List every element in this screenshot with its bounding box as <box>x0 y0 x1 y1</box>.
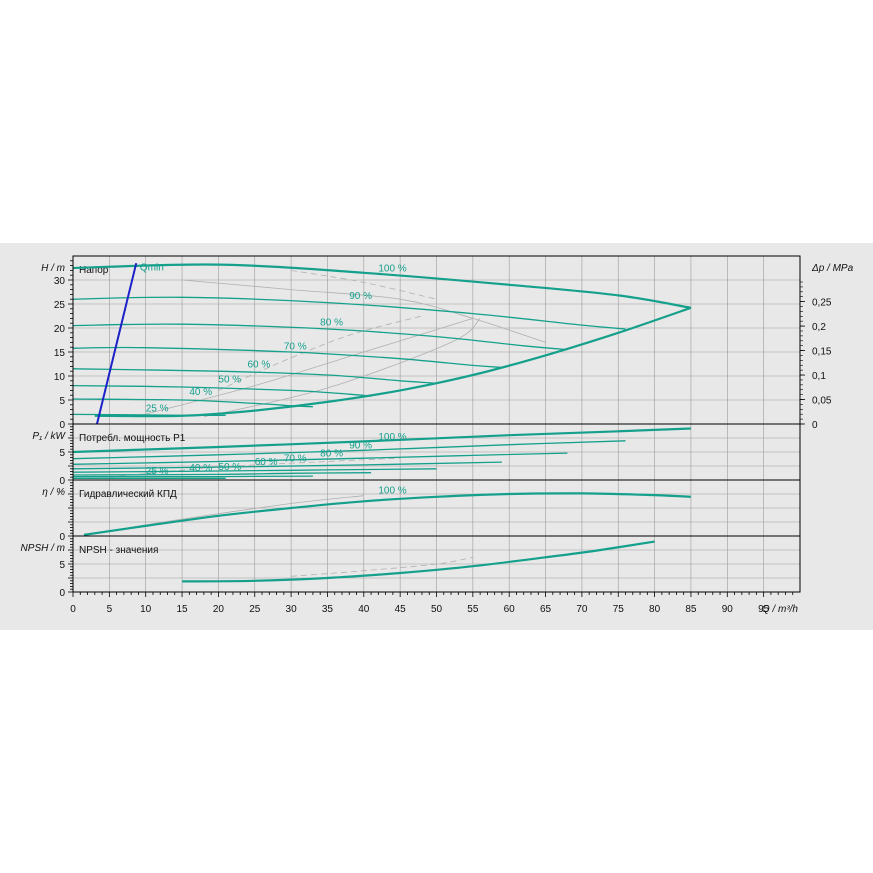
series-line <box>72 427 691 454</box>
x-tick-label: 85 <box>685 604 697 615</box>
y2-tick-label: 0 <box>812 420 818 431</box>
aux-line <box>203 318 481 418</box>
y-tick-label: 15 <box>54 348 66 359</box>
series-label: 40 % <box>189 463 212 474</box>
series-label: 80 % <box>320 318 343 329</box>
y-tick-label: 10 <box>54 372 66 383</box>
y-tick-label: 0 <box>59 532 65 543</box>
series-line <box>72 346 502 369</box>
series-label: 70 % <box>284 454 307 465</box>
series-line <box>72 296 626 330</box>
panel-title: NPSH - значения <box>79 545 158 556</box>
y-tick-label: 5 <box>59 448 65 459</box>
aux-line <box>134 318 474 418</box>
x-tick-label: 15 <box>176 604 188 615</box>
x-tick-label: 90 <box>722 604 734 615</box>
y-axis-label: η / % <box>42 487 65 498</box>
qmin-line <box>96 262 138 425</box>
y-axis-label: NPSH / m <box>21 543 65 554</box>
panel-title: Потребл. мощность P1 <box>79 432 186 444</box>
series-line <box>72 263 692 309</box>
y-tick-label: 0 <box>59 588 65 599</box>
series-label: 80 % <box>320 448 343 459</box>
y2-tick-label: 0,15 <box>812 347 832 358</box>
series-line <box>72 368 437 384</box>
series-line <box>72 461 502 470</box>
x-tick-label: 5 <box>107 604 113 615</box>
aux-line <box>291 556 473 577</box>
x-axis-label: Q / m³/h <box>762 604 799 615</box>
y-tick-label: 30 <box>54 276 66 287</box>
x-tick-label: 45 <box>395 604 407 615</box>
y-tick-label: 25 <box>54 300 66 311</box>
x-tick-label: 40 <box>358 604 370 615</box>
y-tick-label: 5 <box>59 560 65 571</box>
series-label: 60 % <box>255 457 278 468</box>
y-tick-label: 0 <box>59 420 65 431</box>
series-label: 40 % <box>189 387 212 398</box>
series-label: 50 % <box>218 462 241 473</box>
series-line <box>182 540 655 583</box>
series-line <box>72 384 372 397</box>
limit-curve <box>94 306 692 418</box>
x-tick-label: 20 <box>213 604 225 615</box>
y2-tick-label: 0,05 <box>812 396 832 407</box>
aux-line <box>182 279 546 343</box>
panel-title: Гидравлический КПД <box>79 489 177 500</box>
series-label: 25 % <box>146 466 169 477</box>
series-label: 100 % <box>378 485 406 496</box>
x-tick-label: 70 <box>576 604 588 615</box>
x-tick-label: 80 <box>649 604 661 615</box>
series-label: 50 % <box>218 375 241 386</box>
aux-line <box>109 457 401 478</box>
x-tick-label: 35 <box>322 604 334 615</box>
x-tick-label: 30 <box>286 604 298 615</box>
y2-tick-label: 0,1 <box>812 371 826 382</box>
x-tick-label: 95 <box>758 604 770 615</box>
y-axis-label: H / m <box>41 263 65 274</box>
series-line <box>72 440 626 460</box>
aux-line <box>218 315 423 391</box>
aux-line <box>291 270 437 300</box>
y2-tick-label: 0,2 <box>812 322 826 333</box>
y-tick-label: 5 <box>59 396 65 407</box>
x-tick-label: 65 <box>540 604 552 615</box>
x-tick-label: 0 <box>70 604 76 615</box>
series-line <box>72 468 437 473</box>
series-line <box>72 475 313 478</box>
x-tick-label: 60 <box>504 604 516 615</box>
series-line <box>72 323 568 351</box>
series-line <box>83 492 691 536</box>
series-label: 60 % <box>247 359 270 370</box>
x-tick-label: 10 <box>140 604 152 615</box>
series-label: 100 % <box>378 432 406 443</box>
series-label: 25 % <box>146 404 169 415</box>
series-label: 90 % <box>349 441 372 452</box>
x-tick-label: 25 <box>249 604 261 615</box>
y-tick-label: 20 <box>54 324 66 335</box>
qmin-label: Qmin <box>140 262 164 273</box>
series-label: 90 % <box>349 291 372 302</box>
panel-frame <box>72 535 801 593</box>
y-tick-label: 0 <box>59 476 65 487</box>
y-axis-label: P₁ / kW <box>32 431 66 442</box>
series-line <box>72 452 568 465</box>
series-label: 70 % <box>284 342 307 353</box>
y2-axis-label: Δp / MPa <box>811 263 854 274</box>
x-tick-label: 50 <box>431 604 443 615</box>
x-tick-label: 55 <box>467 604 479 615</box>
series-line <box>72 472 372 476</box>
panel-title: Напор <box>79 265 109 276</box>
x-tick-label: 75 <box>613 604 625 615</box>
series-label: 100 % <box>378 263 406 274</box>
y2-tick-label: 0,25 <box>812 298 832 309</box>
